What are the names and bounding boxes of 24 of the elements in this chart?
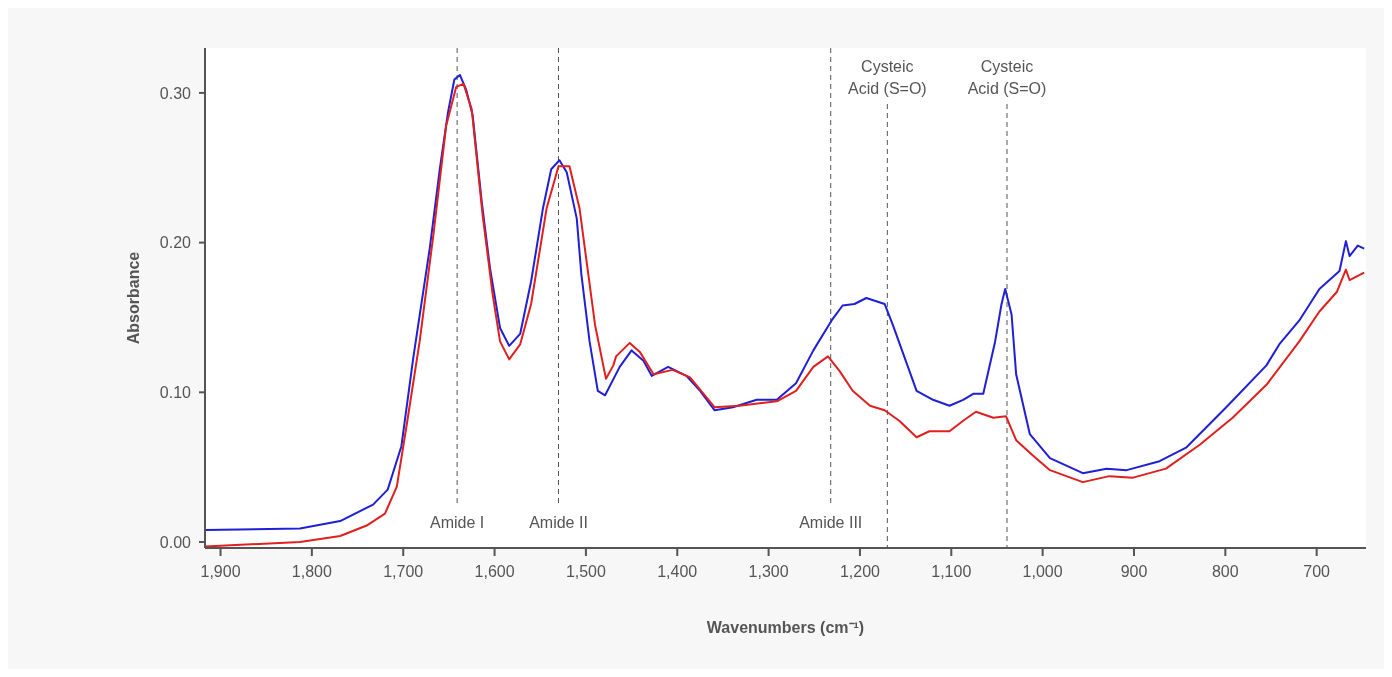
x-tick-label: 1,900 xyxy=(200,563,241,581)
ref-line-label: Cysteic Acid (S=O) xyxy=(967,58,1047,97)
y-tick-label: 0.10 xyxy=(159,383,192,401)
ref-line-label: Amide I xyxy=(429,514,485,531)
x-tick-label: 1,000 xyxy=(1022,563,1063,581)
x-tick-label: 1,600 xyxy=(474,563,515,581)
y-tick-label: 0.20 xyxy=(159,234,192,252)
x-tick-label: 1,800 xyxy=(291,563,332,581)
ref-line-label: Amide III xyxy=(799,514,863,531)
x-tick-label: 1,400 xyxy=(657,563,698,581)
ref-line-label: Amide II xyxy=(529,514,588,531)
x-tick-label: 1,700 xyxy=(383,563,424,581)
y-tick-label: 0.00 xyxy=(159,533,192,551)
x-tick-label: 1,200 xyxy=(839,563,881,581)
x-tick-label: 1,100 xyxy=(931,563,972,581)
ref-line-label: Cysteic Acid (S=O) xyxy=(848,58,927,97)
x-tick-label: 900 xyxy=(1120,563,1148,581)
x-tick-label: 700 xyxy=(1303,563,1331,581)
x-axis-title: Wavenumbers (cm⁻¹) xyxy=(706,619,865,636)
y-axis-title: Absorbance xyxy=(124,251,142,345)
x-tick-label: 1,300 xyxy=(748,563,789,581)
x-tick-label: 1,500 xyxy=(565,563,607,581)
x-tick-label: 800 xyxy=(1211,563,1239,581)
y-tick-label: 0.30 xyxy=(159,84,192,102)
